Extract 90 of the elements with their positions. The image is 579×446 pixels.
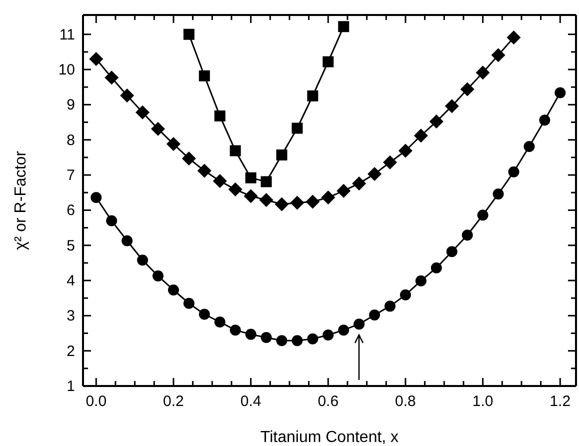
x-tick-label: 0.6 (318, 393, 339, 410)
point (539, 114, 550, 126)
point (444, 99, 459, 114)
point (183, 298, 194, 309)
point (245, 172, 256, 184)
y-tick-label: 10 (58, 62, 75, 79)
x-tick-label: 0.2 (163, 393, 184, 410)
point (460, 82, 474, 96)
point (307, 90, 318, 102)
point (276, 149, 288, 160)
point (214, 110, 226, 122)
y-tick-label: 9 (66, 96, 75, 114)
x-axis-title: Titanium Content, x (260, 429, 399, 446)
point (214, 316, 226, 328)
point (245, 328, 256, 340)
point (506, 30, 521, 45)
point (292, 335, 303, 346)
point (228, 182, 242, 196)
y-tick-label: 5 (66, 237, 75, 254)
point (338, 21, 350, 32)
point (492, 188, 504, 200)
point (354, 318, 365, 330)
x-tick-label: 0.4 (240, 393, 262, 410)
point (244, 189, 258, 204)
point (182, 151, 196, 166)
point (414, 128, 428, 143)
point (152, 270, 164, 282)
y-tick-label: 1 (66, 378, 75, 395)
y-tick-label: 4 (66, 272, 75, 290)
point (260, 332, 272, 343)
point (307, 333, 318, 344)
x-tick-label: 1.2 (550, 393, 571, 410)
point (166, 137, 180, 152)
point (430, 262, 442, 274)
point (524, 141, 535, 152)
y-tick-label: 8 (66, 132, 75, 149)
point (336, 184, 351, 198)
point (383, 155, 398, 170)
x-tick-label: 1.0 (472, 393, 494, 410)
point (306, 194, 320, 209)
point (321, 190, 336, 205)
point (106, 215, 118, 226)
point (290, 196, 304, 210)
point (415, 275, 426, 286)
y-tick-label: 3 (66, 308, 75, 325)
point (136, 105, 150, 120)
point (151, 122, 166, 136)
point (259, 192, 274, 207)
point (198, 308, 210, 320)
point (197, 164, 212, 178)
point (183, 28, 194, 40)
point (369, 309, 380, 320)
point (230, 145, 241, 156)
y-tick-label: 11 (59, 26, 75, 44)
point (137, 254, 148, 266)
point (400, 289, 411, 300)
point (446, 246, 458, 258)
point (322, 56, 334, 68)
point (198, 70, 210, 82)
point (212, 174, 227, 188)
point (260, 176, 272, 188)
point (90, 192, 102, 204)
point (276, 335, 288, 346)
x-tick-label: 0.8 (395, 393, 416, 410)
point (462, 230, 473, 241)
point (476, 66, 490, 80)
x-tick-label: 0.0 (86, 393, 107, 410)
point (168, 284, 179, 296)
point (398, 144, 412, 158)
point (274, 197, 289, 212)
point (104, 70, 119, 85)
point (120, 88, 134, 103)
point (477, 210, 488, 221)
point (322, 330, 334, 341)
point (384, 300, 396, 312)
y-tick-label: 7 (66, 167, 75, 184)
point (491, 48, 506, 62)
point (89, 52, 104, 66)
point (338, 324, 350, 336)
point (230, 324, 241, 336)
y-axis-title: χ² or R-Factor (12, 150, 30, 250)
point (429, 114, 444, 129)
point (122, 235, 133, 246)
point (292, 122, 303, 134)
point (368, 166, 382, 181)
y-tick-label: 2 (66, 342, 75, 360)
point (508, 166, 520, 178)
y-tick-label: 6 (66, 202, 75, 220)
point (352, 176, 366, 190)
point (554, 87, 566, 98)
